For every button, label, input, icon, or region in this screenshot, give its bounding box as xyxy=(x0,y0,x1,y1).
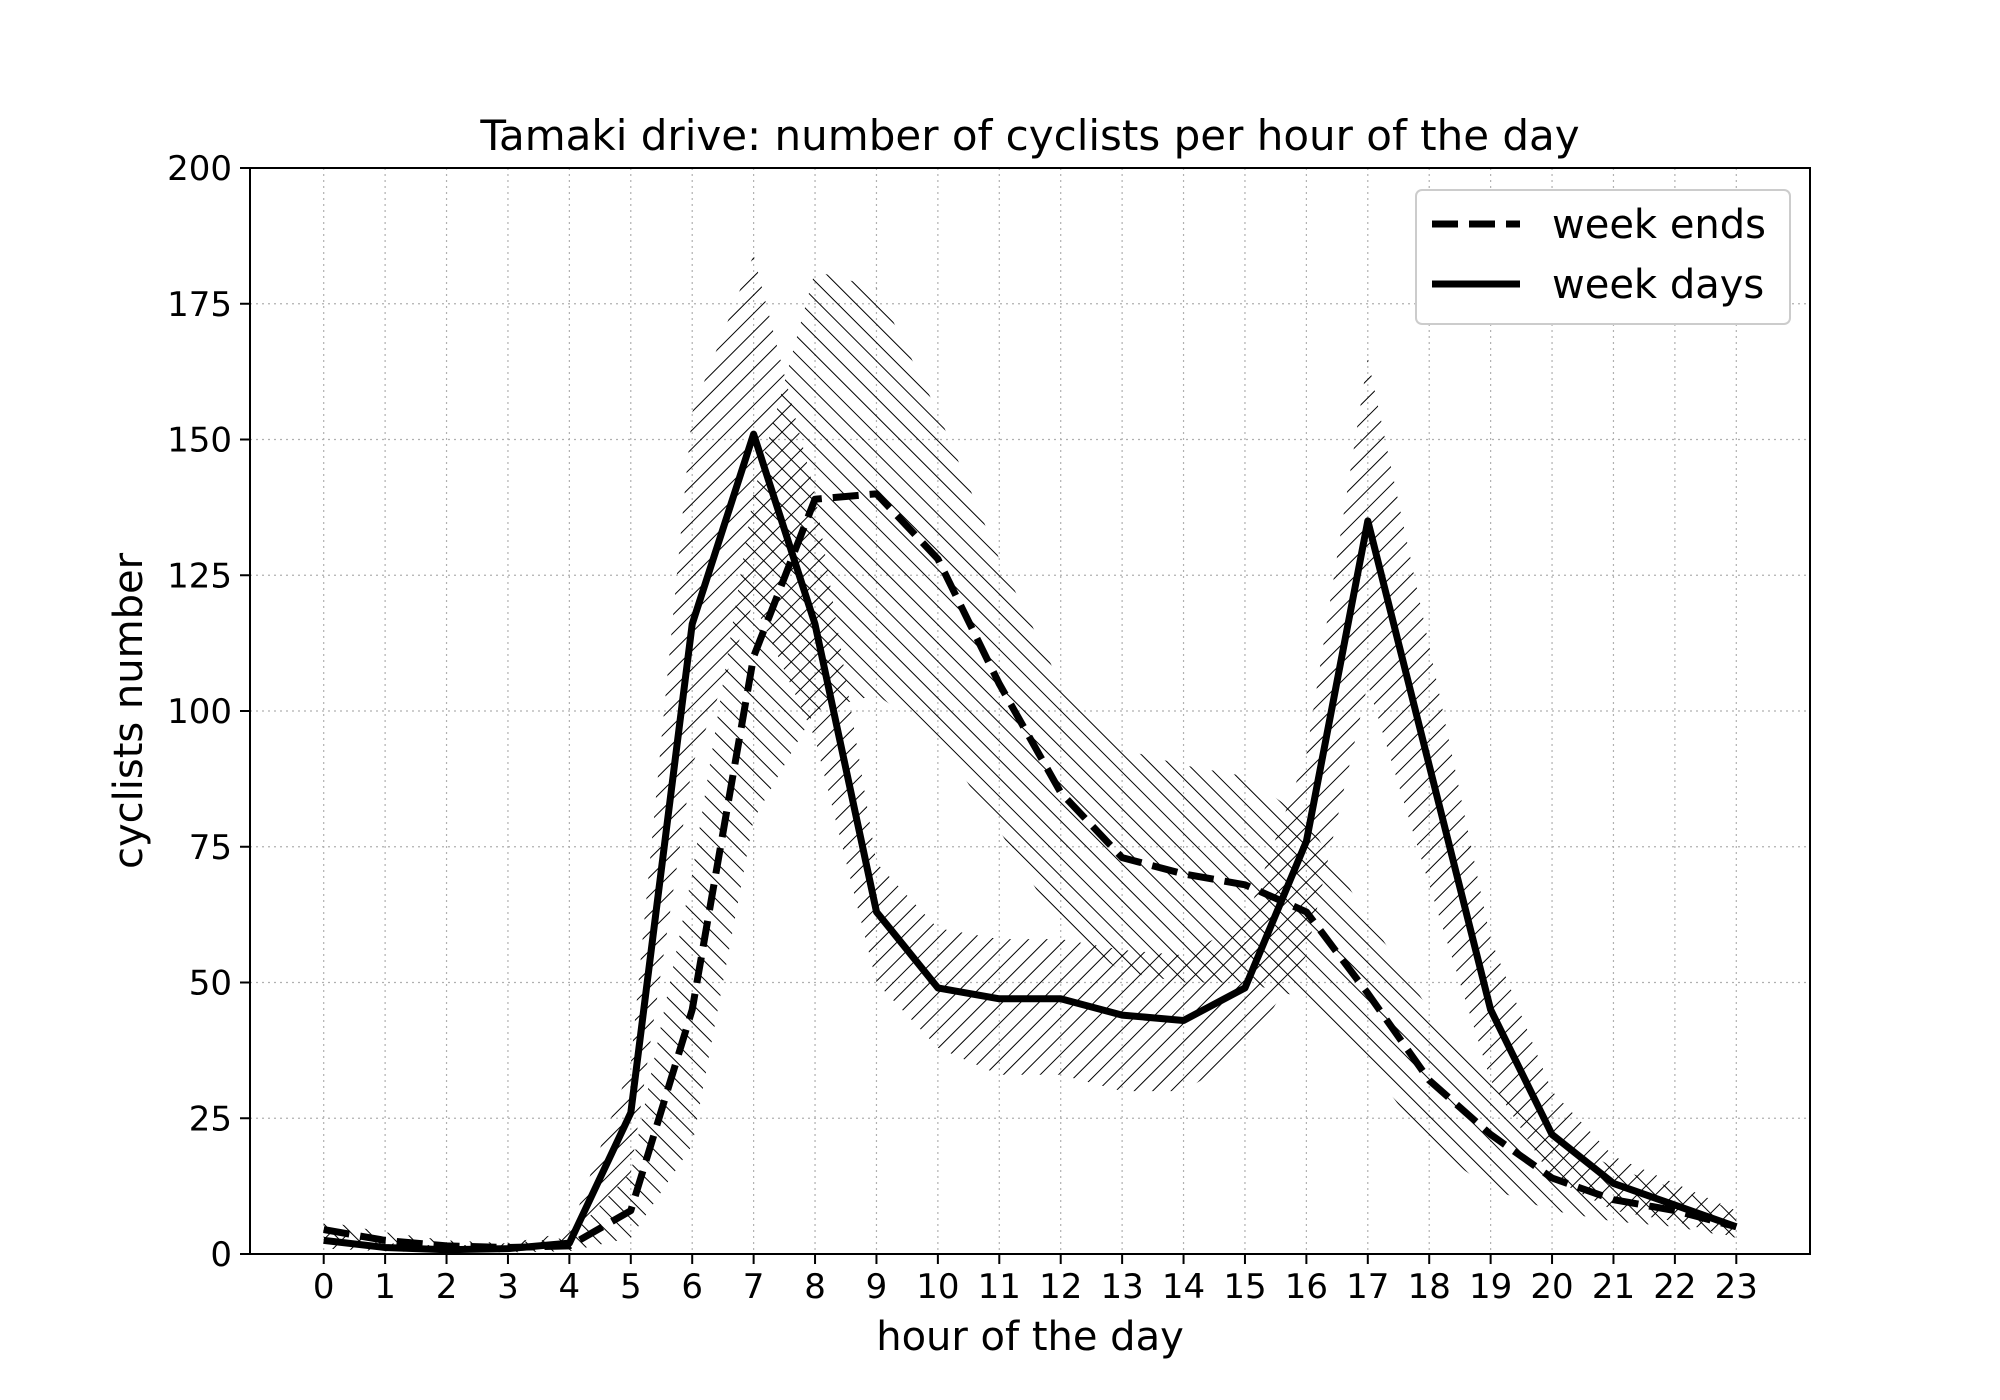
y-tick-label: 175 xyxy=(167,285,232,325)
y-tick-label: 150 xyxy=(167,421,232,461)
x-tick-label: 6 xyxy=(681,1267,703,1307)
x-tick-label: 18 xyxy=(1408,1267,1451,1307)
chart-title: Tamaki drive: number of cyclists per hou… xyxy=(479,111,1579,160)
y-axis-label: cyclists number xyxy=(106,552,152,869)
y-tick-label: 25 xyxy=(189,1099,232,1139)
x-tick-label: 16 xyxy=(1285,1267,1328,1307)
x-tick-label: 3 xyxy=(497,1267,519,1307)
x-tick-label: 14 xyxy=(1162,1267,1205,1307)
x-tick-label: 19 xyxy=(1469,1267,1512,1307)
x-tick-label: 23 xyxy=(1715,1267,1758,1307)
x-tick-label: 22 xyxy=(1653,1267,1696,1307)
y-tick-label: 125 xyxy=(167,556,232,596)
x-tick-label: 9 xyxy=(866,1267,888,1307)
legend: week ends week days xyxy=(1416,190,1790,324)
y-tick-label: 50 xyxy=(189,964,232,1004)
x-tick-label: 10 xyxy=(916,1267,959,1307)
x-tick-label: 7 xyxy=(743,1267,765,1307)
x-tick-label: 1 xyxy=(374,1267,396,1307)
x-tick-label: 20 xyxy=(1530,1267,1573,1307)
x-tick-label: 13 xyxy=(1100,1267,1143,1307)
legend-week-ends-label: week ends xyxy=(1552,202,1766,248)
x-tick-label: 5 xyxy=(620,1267,642,1307)
x-tick-label: 17 xyxy=(1346,1267,1389,1307)
x-axis-label: hour of the day xyxy=(876,1314,1184,1360)
x-tick-label: 8 xyxy=(804,1267,826,1307)
y-tick-label: 75 xyxy=(189,828,232,868)
x-tick-label: 2 xyxy=(436,1267,458,1307)
x-tick-label: 15 xyxy=(1223,1267,1266,1307)
y-tick-label: 200 xyxy=(167,149,232,189)
x-tick-label: 4 xyxy=(559,1267,581,1307)
x-tick-label: 21 xyxy=(1592,1267,1635,1307)
legend-week-days-label: week days xyxy=(1552,262,1764,308)
y-tick-label: 100 xyxy=(167,692,232,732)
x-tick-label: 11 xyxy=(978,1267,1021,1307)
x-tick-label: 0 xyxy=(313,1267,335,1307)
y-tick-label: 0 xyxy=(210,1235,232,1275)
x-tick-label: 12 xyxy=(1039,1267,1082,1307)
